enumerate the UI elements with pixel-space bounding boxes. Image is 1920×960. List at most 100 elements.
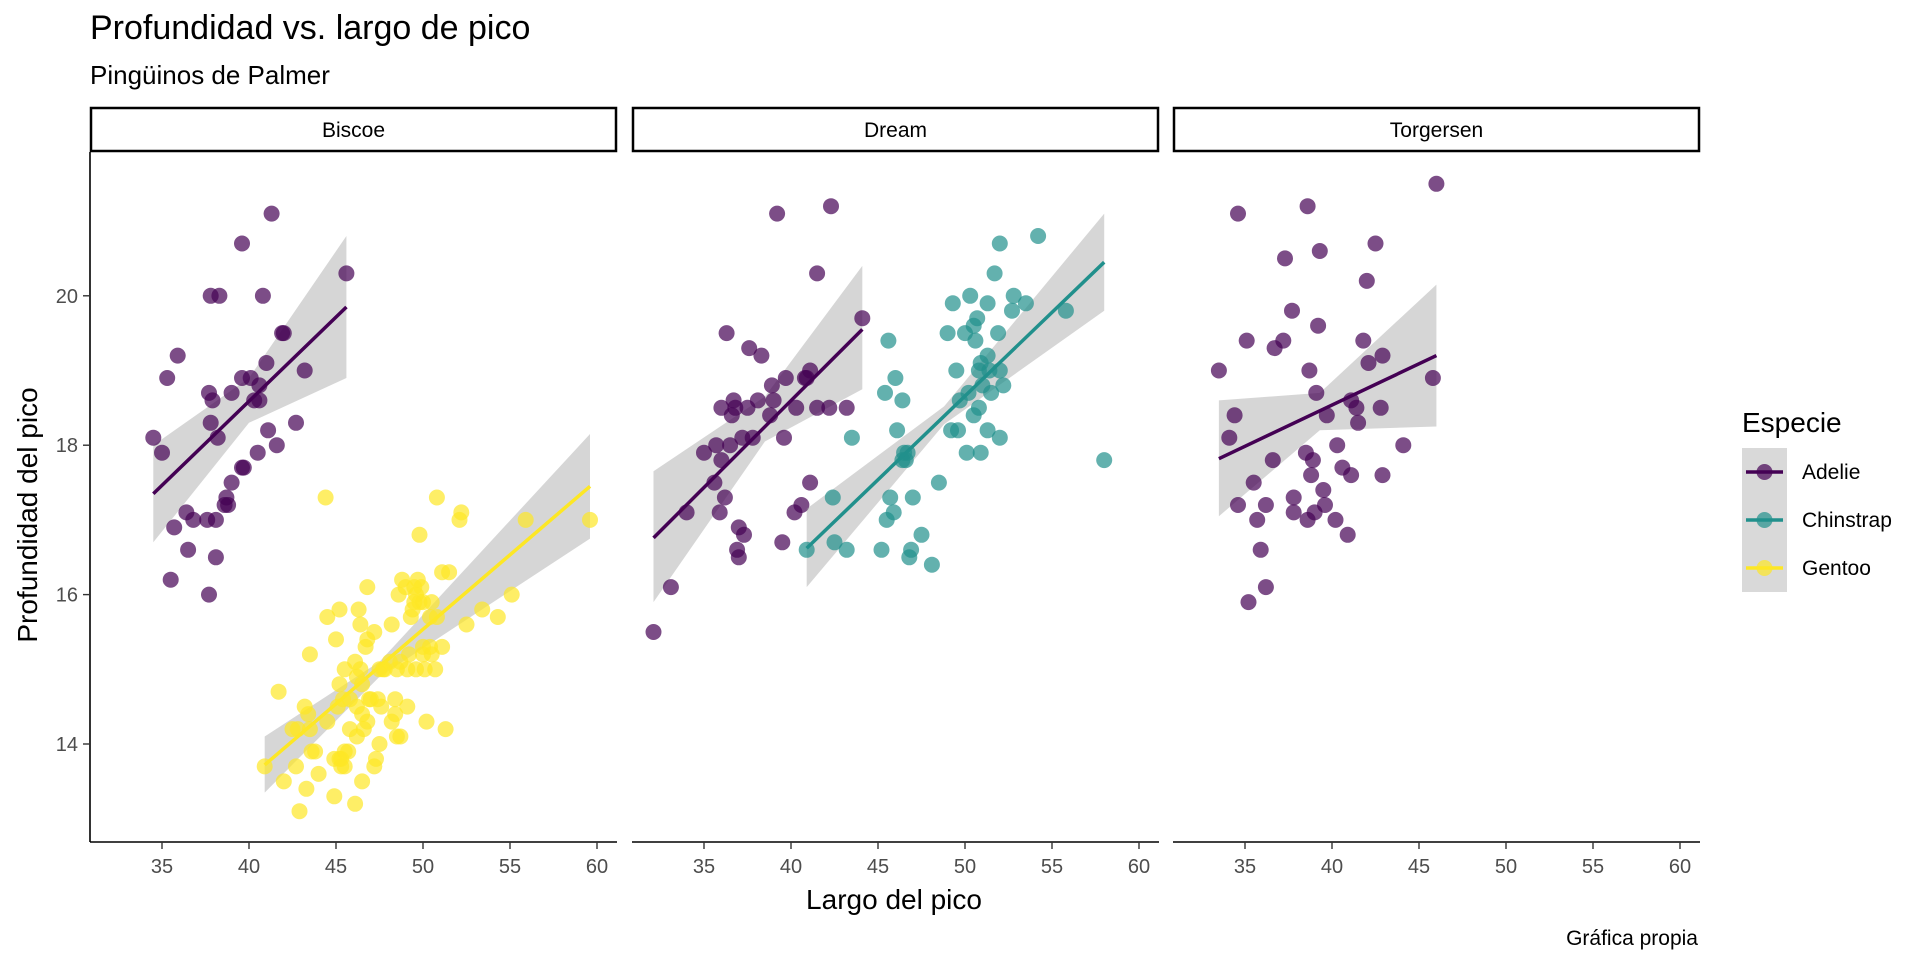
point-torgersen-adelie-32: [1327, 511, 1344, 528]
point-torgersen-adelie-28: [1311, 243, 1328, 259]
point-biscoe-gentoo-98: [434, 638, 451, 655]
point-torgersen-adelie-21: [1299, 198, 1316, 215]
point-dream-chinstrap-43: [979, 422, 996, 439]
point-biscoe-gentoo-15: [317, 489, 334, 506]
fit-line-dream-chinstrap: [805, 260, 1106, 550]
point-torgersen-adelie-6: [1240, 594, 1257, 611]
point-dream-chinstrap-19: [903, 541, 920, 558]
point-biscoe-gentoo-104: [458, 616, 475, 633]
point-torgersen-adelie-41: [1358, 272, 1375, 289]
point-biscoe-adelie-0: [145, 429, 162, 446]
point-dream-adelie-23: [749, 392, 766, 409]
point-biscoe-gentoo-101: [441, 564, 458, 581]
x-tick-label-dream-55: 55: [1041, 856, 1063, 878]
point-dream-chinstrap-12: [889, 422, 906, 439]
strip-torgersen: [1172, 106, 1701, 153]
point-dream-chinstrap-9: [882, 489, 899, 506]
point-dream-chinstrap-53: [995, 377, 1012, 394]
point-biscoe-adelie-42: [338, 265, 355, 282]
point-dream-chinstrap-56: [1017, 295, 1034, 312]
point-biscoe-adelie-27: [235, 459, 252, 476]
point-torgersen-adelie-24: [1304, 452, 1321, 469]
point-biscoe-gentoo-73: [399, 698, 416, 715]
point-biscoe-gentoo-13: [307, 743, 324, 760]
point-dream-adelie-3: [696, 444, 712, 461]
x-tick-label-biscoe-40: 40: [238, 856, 260, 878]
point-dream-chinstrap-11: [887, 370, 904, 386]
point-dream-chinstrap-26: [944, 295, 961, 312]
point-dream-chinstrap-10: [885, 504, 902, 521]
point-biscoe-gentoo-108: [517, 511, 534, 528]
x-tick-label-biscoe-50: 50: [412, 856, 434, 878]
point-biscoe-gentoo-54: [368, 750, 384, 767]
point-dream-adelie-4: [706, 474, 723, 491]
point-dream-chinstrap-52: [991, 235, 1008, 252]
strip-label-torgersen: Torgersen: [1390, 119, 1483, 142]
chart-subtitle: Pingüinos de Palmer: [90, 60, 330, 90]
point-dream-adelie-19: [736, 526, 752, 543]
point-dream-chinstrap-4: [843, 429, 860, 446]
point-dream-adelie-17: [730, 549, 747, 566]
point-dream-chinstrap-44: [979, 347, 996, 364]
x-tick-label-dream-50: 50: [954, 856, 976, 878]
y-tick-label-18: 18: [56, 435, 78, 457]
point-torgersen-adelie-42: [1360, 355, 1377, 371]
point-biscoe-gentoo-53: [366, 624, 383, 640]
point-torgersen-adelie-18: [1285, 489, 1302, 506]
point-biscoe-gentoo-58: [373, 698, 390, 715]
point-torgersen-adelie-33: [1329, 437, 1346, 454]
point-dream-chinstrap-3: [838, 541, 855, 558]
point-dream-adelie-37: [802, 474, 819, 491]
point-biscoe-gentoo-56: [371, 736, 388, 752]
point-torgersen-adelie-11: [1257, 497, 1274, 513]
x-tick-label-dream-45: 45: [867, 856, 889, 878]
point-biscoe-adelie-3: [162, 571, 179, 588]
point-biscoe-gentoo-20: [328, 631, 344, 648]
point-biscoe-adelie-39: [275, 325, 292, 342]
x-tick-label-torgersen-60: 60: [1669, 856, 1691, 878]
point-biscoe-gentoo-23: [331, 676, 348, 693]
point-biscoe-gentoo-31: [340, 743, 357, 760]
point-dream-adelie-31: [777, 370, 794, 386]
point-biscoe-gentoo-95: [427, 661, 444, 678]
point-dream-adelie-11: [722, 437, 739, 454]
facet-panel-biscoe: Biscoe 35 40 45 50 55 60 14 16 18 20: [56, 106, 618, 878]
point-dream-chinstrap-50: [991, 429, 1008, 446]
legend-key-point-adelie: [1756, 464, 1773, 480]
point-torgersen-adelie-37: [1343, 467, 1360, 484]
point-biscoe-gentoo-63: [383, 616, 400, 633]
x-tick-label-torgersen-40: 40: [1321, 856, 1343, 878]
point-dream-adelie-33: [788, 399, 805, 416]
point-biscoe-gentoo-8: [298, 780, 315, 797]
point-torgersen-adelie-29: [1315, 482, 1332, 498]
legend-label-gentoo: Gentoo: [1802, 557, 1871, 580]
point-biscoe-gentoo-10: [301, 721, 318, 738]
point-biscoe-gentoo-42: [354, 773, 371, 790]
point-biscoe-gentoo-105: [474, 601, 491, 618]
x-tick-label-dream-40: 40: [780, 856, 802, 878]
point-biscoe-gentoo-49: [359, 579, 376, 596]
point-biscoe-gentoo-107: [503, 586, 520, 603]
point-biscoe-gentoo-34: [347, 795, 364, 812]
point-biscoe-gentoo-28: [336, 758, 353, 775]
point-torgersen-adelie-38: [1348, 399, 1365, 416]
point-biscoe-gentoo-40: [352, 661, 369, 678]
point-dream-adelie-39: [809, 399, 826, 416]
y-axis-title: Profundidad del pico: [12, 387, 43, 642]
y-tick-label-14: 14: [56, 734, 78, 756]
point-torgersen-adelie-9: [1252, 541, 1269, 558]
point-biscoe-gentoo-39: [350, 601, 367, 618]
point-biscoe-adelie-35: [263, 205, 280, 222]
point-dream-chinstrap-6: [877, 384, 893, 401]
x-tick-label-torgersen-45: 45: [1408, 856, 1430, 878]
point-biscoe-adelie-4: [166, 519, 183, 536]
point-biscoe-gentoo-85: [413, 579, 430, 596]
point-biscoe-gentoo-19: [326, 788, 343, 805]
point-dream-adelie-42: [823, 198, 839, 215]
point-dream-adelie-30: [776, 429, 792, 446]
point-dream-chinstrap-38: [970, 399, 987, 416]
point-torgersen-adelie-16: [1284, 302, 1300, 319]
fit-line-torgersen-adelie: [1218, 353, 1438, 461]
point-dream-adelie-28: [769, 205, 786, 222]
